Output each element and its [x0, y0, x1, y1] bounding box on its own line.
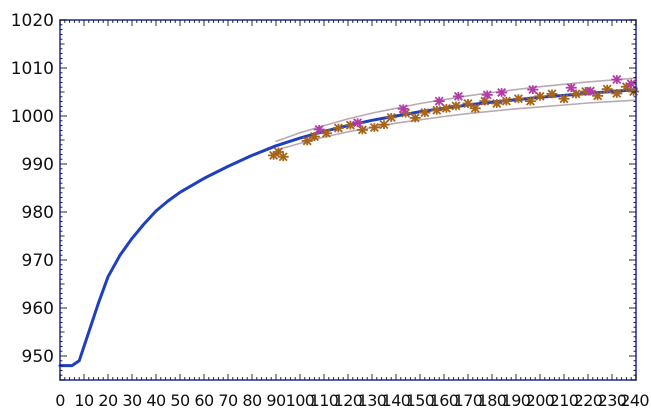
y-tick-label: 1010 — [11, 59, 54, 79]
data-point-marker — [440, 103, 452, 113]
data-point-marker — [524, 96, 536, 106]
fit-curve-line — [58, 88, 638, 368]
data-point-marker — [496, 87, 508, 97]
data-point-marker — [409, 113, 421, 123]
x-tick-label: 80 — [242, 391, 262, 410]
data-point-marker — [601, 84, 613, 94]
x-tick-label: 100 — [286, 391, 315, 410]
x-tick-label: 60 — [194, 391, 214, 410]
x-tick-label: 70 — [218, 391, 238, 410]
data-point-marker — [491, 99, 503, 109]
data-point-marker — [452, 91, 464, 101]
data-point-marker — [301, 136, 313, 146]
data-point-marker — [546, 89, 558, 99]
data-point-marker — [352, 118, 364, 128]
x-tick-label: 230 — [598, 391, 627, 410]
x-tick-label: 110 — [310, 391, 339, 410]
x-tick-label: 210 — [550, 391, 579, 410]
x-tick-label: 0 — [55, 391, 65, 410]
y-tick-label: 960 — [22, 299, 54, 319]
data-point-marker — [308, 132, 320, 142]
x-tick-label: 160 — [430, 391, 459, 410]
data-point-marker — [481, 90, 493, 100]
y-tick-label: 1000 — [11, 107, 54, 127]
x-tick-label: 170 — [454, 391, 483, 410]
x-tick-label: 40 — [146, 391, 166, 410]
x-tick-label: 90 — [266, 391, 286, 410]
x-tick-label: 50 — [170, 391, 190, 410]
data-point-marker — [462, 99, 474, 109]
data-point-marker — [450, 101, 462, 111]
data-point-marker — [625, 79, 637, 89]
x-tick-label: 190 — [502, 391, 531, 410]
confidence-band-line — [275, 99, 637, 151]
plot-frame — [59, 19, 637, 381]
data-point-marker — [527, 85, 539, 95]
y-tick-label: 950 — [22, 347, 54, 367]
x-tick-label: 240 — [620, 391, 649, 410]
x-tick-label: 200 — [526, 391, 555, 410]
data-point-marker — [570, 89, 582, 99]
data-point-marker — [433, 96, 445, 106]
data-point-marker — [500, 96, 512, 106]
data-point-marker — [592, 91, 604, 101]
data-point-marker — [558, 94, 570, 104]
data-point-marker — [628, 87, 640, 97]
data-point-marker — [431, 105, 443, 115]
data-point-marker — [378, 120, 390, 130]
data-point-marker — [534, 91, 546, 101]
x-tick-label: 30 — [122, 391, 142, 410]
y-tick-label: 970 — [22, 251, 54, 271]
data-point-marker — [385, 112, 397, 122]
x-tick-label: 130 — [358, 391, 387, 410]
data-point-marker — [356, 125, 368, 135]
x-tick-label: 220 — [574, 391, 603, 410]
x-tick-label: 20 — [98, 391, 118, 410]
x-tick-label: 120 — [334, 391, 363, 410]
x-tick-label: 10 — [74, 391, 94, 410]
data-point-marker — [469, 103, 481, 113]
data-point-marker — [419, 108, 431, 118]
x-tick-label: 150 — [406, 391, 435, 410]
series-layer — [58, 75, 640, 368]
data-point-marker — [611, 88, 623, 98]
data-point-marker — [584, 86, 596, 96]
data-point-marker — [332, 123, 344, 133]
data-point-marker — [368, 123, 380, 133]
data-point-marker — [512, 94, 524, 104]
data-point-marker — [565, 83, 577, 93]
data-point-marker — [277, 152, 289, 162]
data-point-marker — [397, 104, 409, 114]
y-tick-label: 1020 — [11, 11, 54, 31]
x-tick-label: 180 — [478, 391, 507, 410]
x-tick-label: 140 — [382, 391, 411, 410]
y-tick-label: 980 — [22, 203, 54, 223]
data-point-marker — [313, 124, 325, 134]
data-point-marker — [611, 75, 623, 85]
y-tick-label: 990 — [22, 155, 54, 175]
